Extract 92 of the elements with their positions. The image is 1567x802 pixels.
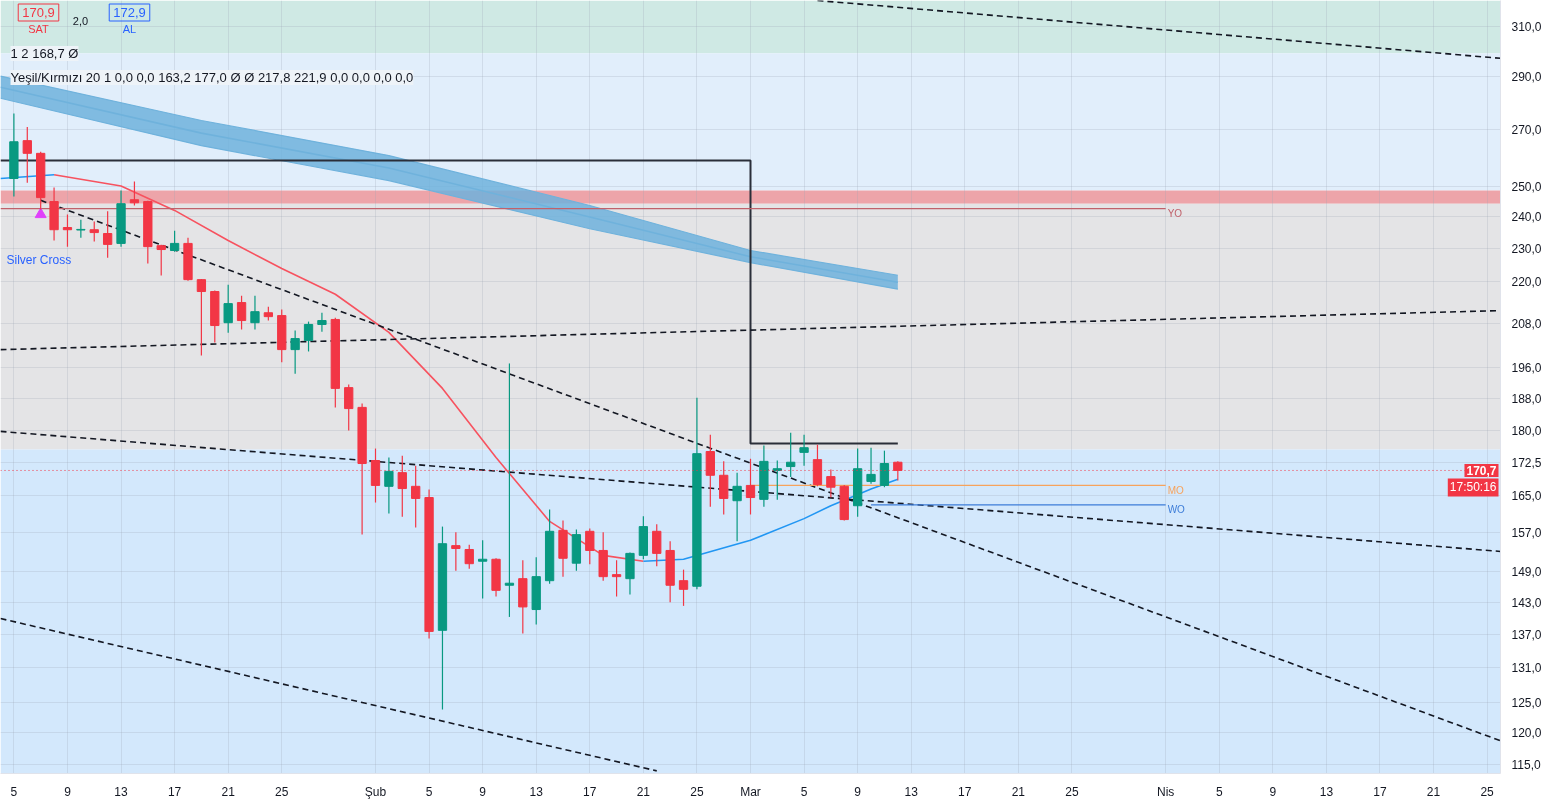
y-tick-label: 125,0: [1511, 695, 1542, 710]
x-tick-label: 25: [1480, 784, 1495, 799]
ref-line-label: 170,7: [1466, 463, 1497, 478]
y-tick-label: 180,0: [1511, 424, 1542, 439]
candlestick: [786, 432, 796, 478]
x-tick-label: 13: [114, 784, 129, 799]
candlestick: [799, 434, 809, 467]
candlestick: [611, 559, 622, 598]
candlestick: [678, 569, 689, 607]
candlestick: [464, 544, 474, 570]
candlestick: [290, 329, 300, 375]
y-tick-label: 240,0: [1511, 210, 1542, 225]
candlestick: [344, 383, 354, 432]
y-tick-label: 157,0: [1511, 526, 1542, 541]
y-tick-label: 220,0: [1511, 275, 1542, 290]
candlestick: [102, 210, 113, 259]
annotation: 2,0: [72, 14, 89, 27]
x-tick-label: 21: [636, 784, 651, 799]
series-label: WO: [1167, 504, 1186, 516]
x-tick-label: 5: [10, 784, 18, 799]
x-tick-label: 17: [167, 784, 182, 799]
x-tick-label: 25: [275, 784, 289, 799]
x-tick-label: Şub: [364, 784, 387, 799]
y-tick-label: 208,0: [1511, 316, 1542, 331]
y-tick-label: 115,0: [1511, 757, 1541, 772]
annotation: 1 2 168,7 Ø: [10, 46, 79, 61]
candlestick: [129, 180, 140, 207]
annotation: SAT: [28, 22, 50, 35]
candlestick: [22, 126, 32, 184]
series-label: YO: [1167, 208, 1183, 220]
y-tick-label: 196,0: [1511, 361, 1542, 376]
candlestick: [451, 531, 461, 572]
candlestick: [772, 459, 782, 501]
candlestick: [223, 284, 233, 334]
y-tick-label: 270,0: [1511, 122, 1542, 137]
y-tick-label: 172,5: [1511, 456, 1542, 471]
annotation: Yeşil/Kırmızı 20 1 0,0 0,0 163,2 177,0 Ø Ø 217,8 221,9 0,0 0,0 0,0 0,0: [10, 70, 414, 85]
x-tick-label: 25: [690, 784, 704, 799]
x-tick-label: 25: [1065, 784, 1079, 799]
x-tick-label: 9: [1269, 784, 1277, 799]
annotation: Silver Cross: [6, 252, 72, 267]
x-tick-label: 5: [800, 784, 808, 799]
candlestick: [303, 321, 314, 353]
candlestick: [477, 539, 488, 600]
candlestick: [196, 278, 207, 357]
y-tick-label: 290,0: [1511, 69, 1542, 84]
y-tick-label: 310,0: [1511, 19, 1542, 34]
x-tick-label: 9: [854, 784, 862, 799]
candlestick: [384, 456, 394, 515]
candlestick: [879, 450, 890, 488]
annotation: 172,9: [113, 5, 146, 20]
y-tick-label: 143,0: [1511, 595, 1542, 610]
x-tick-label: 17: [1373, 784, 1387, 799]
candlestick: [62, 213, 73, 248]
x-tick-label: 17: [583, 784, 597, 799]
y-tick-label: 250,0: [1511, 180, 1542, 195]
y-tick-label: 230,0: [1511, 242, 1542, 257]
series-label: MO: [1167, 484, 1185, 496]
y-tick-label: 120,0: [1511, 726, 1542, 741]
candlestick: [169, 230, 180, 253]
x-tick-label: 21: [1426, 784, 1441, 799]
annotation: 17:50:16: [1449, 480, 1497, 495]
candlestick: [250, 295, 260, 331]
x-tick-label: 5: [425, 784, 433, 799]
candlestick: [866, 447, 876, 485]
x-tick-label: 13: [1319, 784, 1334, 799]
x-tick-label: 9: [64, 784, 72, 799]
candlestick: [504, 362, 515, 618]
candlestick: [76, 219, 86, 239]
y-tick-label: 131,0: [1511, 660, 1542, 675]
x-tick-label: 13: [529, 784, 544, 799]
x-tick-label: 21: [221, 784, 236, 799]
annotation: 170,9: [22, 5, 55, 20]
x-tick-label: Mar: [740, 784, 761, 799]
candlestick: [156, 244, 166, 277]
candlestick: [317, 312, 327, 333]
candlestick: [89, 220, 99, 243]
x-tick-label: 17: [958, 784, 972, 799]
y-tick-label: 188,0: [1511, 392, 1542, 407]
x-tick-label: Nis: [1157, 784, 1175, 799]
candlestick: [732, 472, 742, 542]
candlestick: [652, 523, 662, 567]
x-tick-label: 21: [1011, 784, 1026, 799]
candlestick: [236, 295, 247, 331]
candlestick: [585, 527, 595, 565]
y-tick-label: 165,0: [1511, 489, 1542, 504]
x-tick-label: 9: [479, 784, 487, 799]
x-tick-label: 13: [904, 784, 919, 799]
annotation: AL: [122, 22, 137, 35]
y-tick-label: 149,0: [1511, 565, 1542, 580]
y-tick-label: 137,0: [1511, 627, 1542, 642]
x-tick-label: 5: [1215, 784, 1223, 799]
